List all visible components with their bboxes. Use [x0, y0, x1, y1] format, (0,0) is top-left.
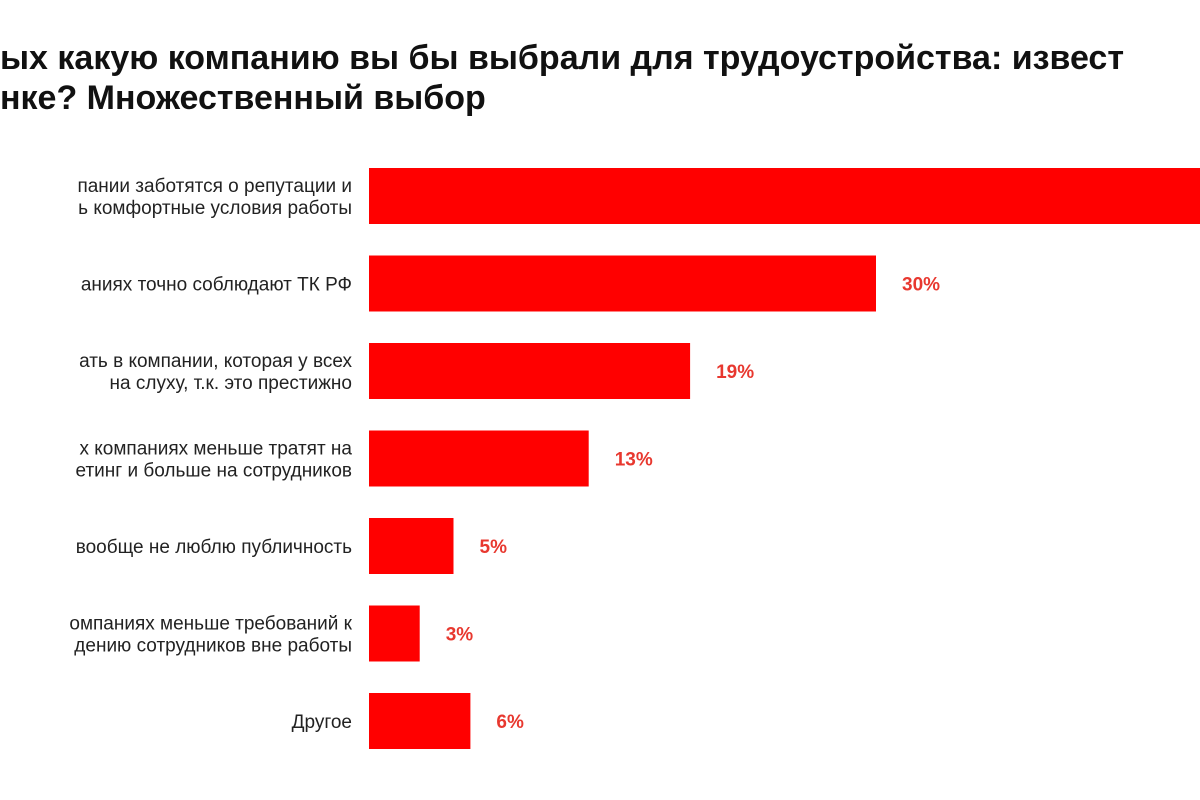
category-label-5: вообще не люблю публичность: [76, 537, 352, 558]
category-label-line: Другое: [292, 712, 352, 733]
value-label-3: 19%: [716, 362, 754, 383]
category-label-2: аниях точно соблюдают ТК РФ: [81, 275, 352, 296]
bar-3: [369, 343, 691, 399]
value-label-7: 6%: [496, 712, 524, 733]
category-label-line: ать в компании, которая у всех: [79, 351, 352, 372]
bar-6: [369, 605, 420, 662]
bar-5: [369, 518, 454, 574]
chart-title-line-2: нке? Множественный выбор: [0, 79, 486, 117]
chart-title: ых какую компанию вы бы выбрали для труд…: [0, 38, 1200, 128]
category-label-line: омпаниях меньше требований к: [69, 614, 352, 635]
bar-2: [369, 255, 876, 312]
category-label-line: дению сотрудников вне работы: [74, 636, 352, 657]
category-label-line: аниях точно соблюдают ТК РФ: [81, 275, 352, 296]
category-label-4: х компаниях меньше тратят на етинг и боль…: [76, 439, 353, 482]
category-label-6: омпаниях меньше требований к дению сотруд…: [69, 614, 352, 657]
chart-title-line-1: ых какую компанию вы бы выбрали для труд…: [0, 39, 1124, 77]
category-label-line: етинг и больше на сотрудников: [76, 461, 352, 482]
category-label-line: вообще не люблю публичность: [76, 537, 352, 558]
category-label-3: ать в компании, которая у всех на слуху, …: [79, 351, 352, 394]
category-label-7: Другое: [292, 712, 352, 733]
bar-4: [369, 430, 589, 487]
value-label-4: 13%: [615, 450, 653, 471]
bar-1: [369, 168, 1200, 224]
category-label-line: пании заботятся о репутации и: [77, 176, 352, 197]
category-label-line: х компаниях меньше тратят на: [79, 439, 352, 460]
category-label-line: ь комфортные условия работы: [78, 198, 352, 219]
category-label-line: на слуху, т.к. это престижно: [110, 373, 352, 394]
bar-7: [369, 693, 471, 749]
value-label-2: 30%: [902, 275, 940, 296]
value-label-5: 5%: [480, 537, 508, 558]
value-label-6: 3%: [446, 625, 474, 646]
